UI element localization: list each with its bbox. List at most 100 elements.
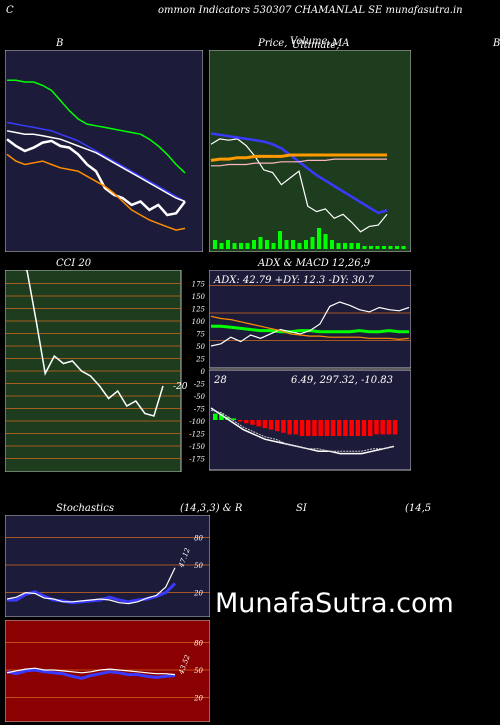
cci-tick-5: 50 [196,343,205,351]
cci-tick-9: -50 [194,393,206,401]
volume-bar-24 [369,246,373,249]
bollinger-panel [5,50,203,252]
volume-bar-0 [213,240,217,249]
macd-hist-bar-12 [287,420,292,435]
macd-hist-bar-4 [237,420,243,422]
stochastics-series-0 [7,582,177,605]
watermark: MunafaSutra.com [215,588,454,619]
volume-bar-7 [258,237,263,249]
cci-tick-12: -125 [189,431,205,439]
volume-bar-3 [232,243,237,249]
cci-value-label: -20 [173,382,188,392]
volume-bar-28 [395,246,399,249]
price-title: Price, [258,38,288,49]
cci-title: CCI 20 [56,258,92,269]
price-series-0 [210,138,388,233]
volume-bar-20 [343,243,347,249]
stochastics-tick-2: 20 [193,590,203,598]
macd-hist-bar-27 [380,420,385,435]
volume-bar-22 [356,243,360,249]
macd-hist-bar-6 [250,420,255,425]
macd-hist-bar-9 [268,420,274,430]
bb-series-2 [6,130,186,203]
macd-hist-bar-13 [293,420,299,435]
volume-bar-9 [271,243,276,249]
price-panel [209,50,411,252]
macd-hist-bar-7 [256,420,261,427]
header-right-letter: B [493,38,500,49]
macd-hist-bar-14 [299,420,305,436]
rsi-params: (14,5 [405,503,432,514]
macd-signal-line [210,409,395,452]
volume-bar-11 [284,240,289,249]
volume-bar-23 [362,246,367,249]
adx-label: ADX: 42.79 +DY: 12.3 -DY: 30.7 [213,275,375,286]
rsi_lower-series-1 [6,667,176,676]
volume-bar-8 [265,240,269,249]
volume-bar-12 [291,240,295,249]
stochastics-tick-0: 80 [194,534,203,542]
stoch-params: (14,3,3) & R [180,503,243,514]
macd-values: 6.49, 297.32, -10.83 [291,375,393,386]
cci-tick-13: -150 [189,443,205,451]
price-ma: MA [332,38,350,49]
cci-tick-3: 100 [192,318,206,326]
cci-tick-14: -175 [189,456,205,464]
macd-hist-bar-16 [312,420,317,436]
volume-bar-16 [317,228,321,249]
price-overlay-a: Volume, [290,36,331,47]
volume-bar-27 [388,246,393,249]
macd-hist-bar-23 [355,420,361,436]
cci-panel: 175 150 125 100 75 50 25 0 -25 -50 -75 -100 -125 -150… [5,270,206,472]
cci-tick-4: 75 [196,331,205,339]
macd-hist-bar-18 [324,420,330,436]
stochastics-series-1 [6,567,176,605]
volume-bar-19 [336,243,341,249]
macd-hist-bar-21 [343,420,348,436]
adx-series-2 [210,315,410,341]
volume-bar-17 [323,234,328,249]
volume-bar-15 [310,237,315,249]
rsi_lower-series-0 [6,668,176,680]
macd-hist-bar-10 [275,420,280,432]
macd-label: 28 [213,375,227,386]
bb-series-0 [7,79,186,174]
volume-bar-1 [219,243,224,249]
volume-bar-5 [245,243,250,249]
cci-tick-2: 125 [192,306,206,314]
macd-hist-bar-20 [337,420,342,436]
macd-hist-bar-26 [374,420,379,435]
volume-bar-21 [349,243,354,249]
adx-title: ADX & MACD 12,26,9 [258,258,371,269]
macd-hist-bar-11 [281,420,286,433]
rsi-title: SI [296,503,307,514]
cci-series [25,270,164,417]
header-title: ommon Indicators 530307 CHAMANLAL SE mun… [158,5,463,16]
cci-tick-7: 0 [201,368,206,376]
cci-tick-10: -75 [194,406,206,414]
volume-bar-13 [297,243,302,249]
volume-bar-10 [278,231,282,249]
macd-hist-bar-25 [368,420,373,436]
volume-bar-18 [330,240,334,249]
bb-series-4 [6,153,186,231]
volume-bar-26 [382,246,386,249]
cci-tick-8: -25 [194,381,206,389]
price-series-3 [211,158,387,167]
volume-bar-25 [375,246,380,249]
macd-hist-bar-5 [244,420,249,424]
stoch-title: Stochastics [56,503,114,514]
rsi_lower-tick-2: 20 [193,695,203,703]
bb-series-3 [6,138,186,217]
header-left-letter: C [6,5,14,16]
macd-hist-bar-28 [386,420,392,435]
volume-bar-14 [304,240,308,249]
cci-tick-1: 150 [192,293,206,301]
macd-hist-bar-0 [213,413,218,420]
macd-hist-bar-15 [306,420,311,436]
adx-panel: ADX: 42.79 +DY: 12.3 -DY: 30.7 28 6.49, … [209,270,411,471]
volume-bar-2 [226,240,230,249]
